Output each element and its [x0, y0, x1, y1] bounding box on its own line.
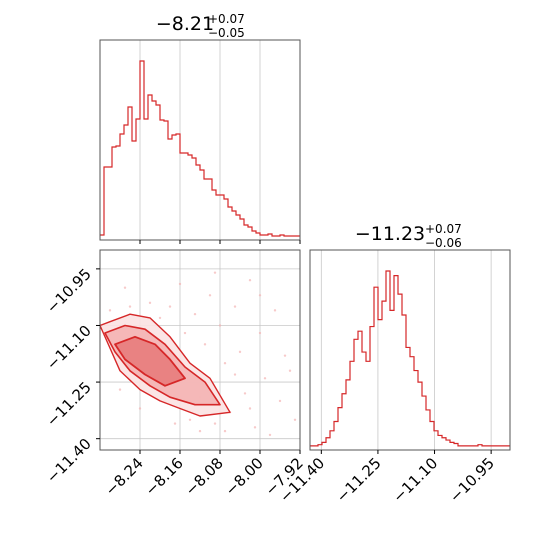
scatter-point: [233, 305, 237, 308]
scatter-point: [148, 301, 152, 305]
histogram-panel-y: −11.40 −11.25 −11.10 −10.95 −11.23 +0.07 −0…: [276, 222, 511, 506]
y-tick-label: −11.10: [43, 322, 95, 374]
scatter-point: [183, 331, 187, 335]
scatter-point: [273, 309, 277, 312]
contour-inner: [114, 335, 186, 387]
scatter-point: [278, 399, 282, 403]
scatter-point: [223, 429, 227, 433]
scatter-point: [268, 433, 272, 437]
title-value: −11.23: [355, 223, 425, 245]
scatter-point: [218, 324, 222, 327]
title-upper-error: +0.07: [425, 222, 462, 236]
scatter-point: [263, 377, 267, 380]
x-tick-label: −11.10: [389, 454, 441, 506]
y-tick-label: −11.40: [43, 435, 95, 487]
histogram-series: [100, 60, 300, 237]
histogram-series: [310, 270, 510, 447]
y-tick-label: −11.25: [43, 378, 95, 430]
scatter-point: [258, 331, 262, 335]
x-tick-label: −8.08: [182, 454, 227, 499]
scatter-point: [138, 407, 142, 410]
scatter-point: [158, 316, 162, 320]
x-tick-label: −8.24: [102, 454, 147, 499]
x-tick-label: −10.95: [446, 454, 498, 506]
scatter-point: [173, 422, 177, 425]
scatter-point: [248, 278, 252, 282]
panel-title: −11.23: [355, 223, 425, 245]
x-tick-label: −11.25: [333, 454, 385, 506]
contour-panel: −8.24−8.16−8.08−8.00−7.92 −10.95−11.10−1…: [43, 249, 307, 499]
scatter-point: [223, 362, 227, 365]
scatter-point: [238, 350, 242, 354]
scatter-point: [118, 388, 122, 391]
x-ticks: [139, 240, 301, 244]
panel-title: −8.21: [156, 13, 214, 35]
histogram-panel-x: −8.21 +0.07 −0.05: [99, 12, 301, 244]
scatter-point: [248, 407, 252, 410]
scatter-point: [253, 426, 257, 429]
axes-frame: [99, 249, 301, 451]
y-ticks: −10.95−11.10−11.25−11.40: [43, 265, 100, 487]
scatter-point: [213, 422, 217, 425]
grid-lines: [320, 250, 492, 450]
x-ticks: −11.40 −11.25 −11.10 −10.95: [276, 450, 498, 506]
scatter-point: [208, 294, 212, 297]
contour-levels: [99, 313, 231, 417]
scatter-point: [283, 354, 287, 357]
scatter-point: [188, 418, 192, 422]
scatter-point: [108, 309, 112, 312]
x-tick-label: −8.00: [222, 454, 267, 499]
x-tick-label: −8.16: [142, 454, 187, 499]
scatter-point: [243, 392, 247, 395]
scatter-point: [123, 286, 127, 289]
title-value: −8.21: [156, 13, 214, 35]
scatter-point: [213, 271, 217, 274]
scatter-point: [293, 418, 297, 422]
scatter-point: [178, 282, 182, 286]
y-tick-label: −10.95: [43, 265, 95, 317]
scatter-point: [288, 369, 292, 372]
title-lower-error: −0.05: [208, 26, 245, 40]
scatter-point: [203, 343, 207, 346]
scatter-point: [233, 373, 237, 376]
scatter-point: [168, 305, 172, 308]
axes-frame: [99, 39, 301, 241]
axes-frame: [309, 249, 511, 451]
scatter-point: [193, 312, 197, 316]
title-lower-error: −0.06: [425, 236, 462, 250]
scatter-point: [258, 294, 262, 297]
scatter-point: [128, 305, 132, 308]
grid-lines: [139, 40, 301, 240]
title-upper-error: +0.07: [208, 12, 245, 26]
scatter-point: [198, 429, 202, 433]
x-ticks: −8.24−8.16−8.08−8.00−7.92: [102, 450, 307, 499]
